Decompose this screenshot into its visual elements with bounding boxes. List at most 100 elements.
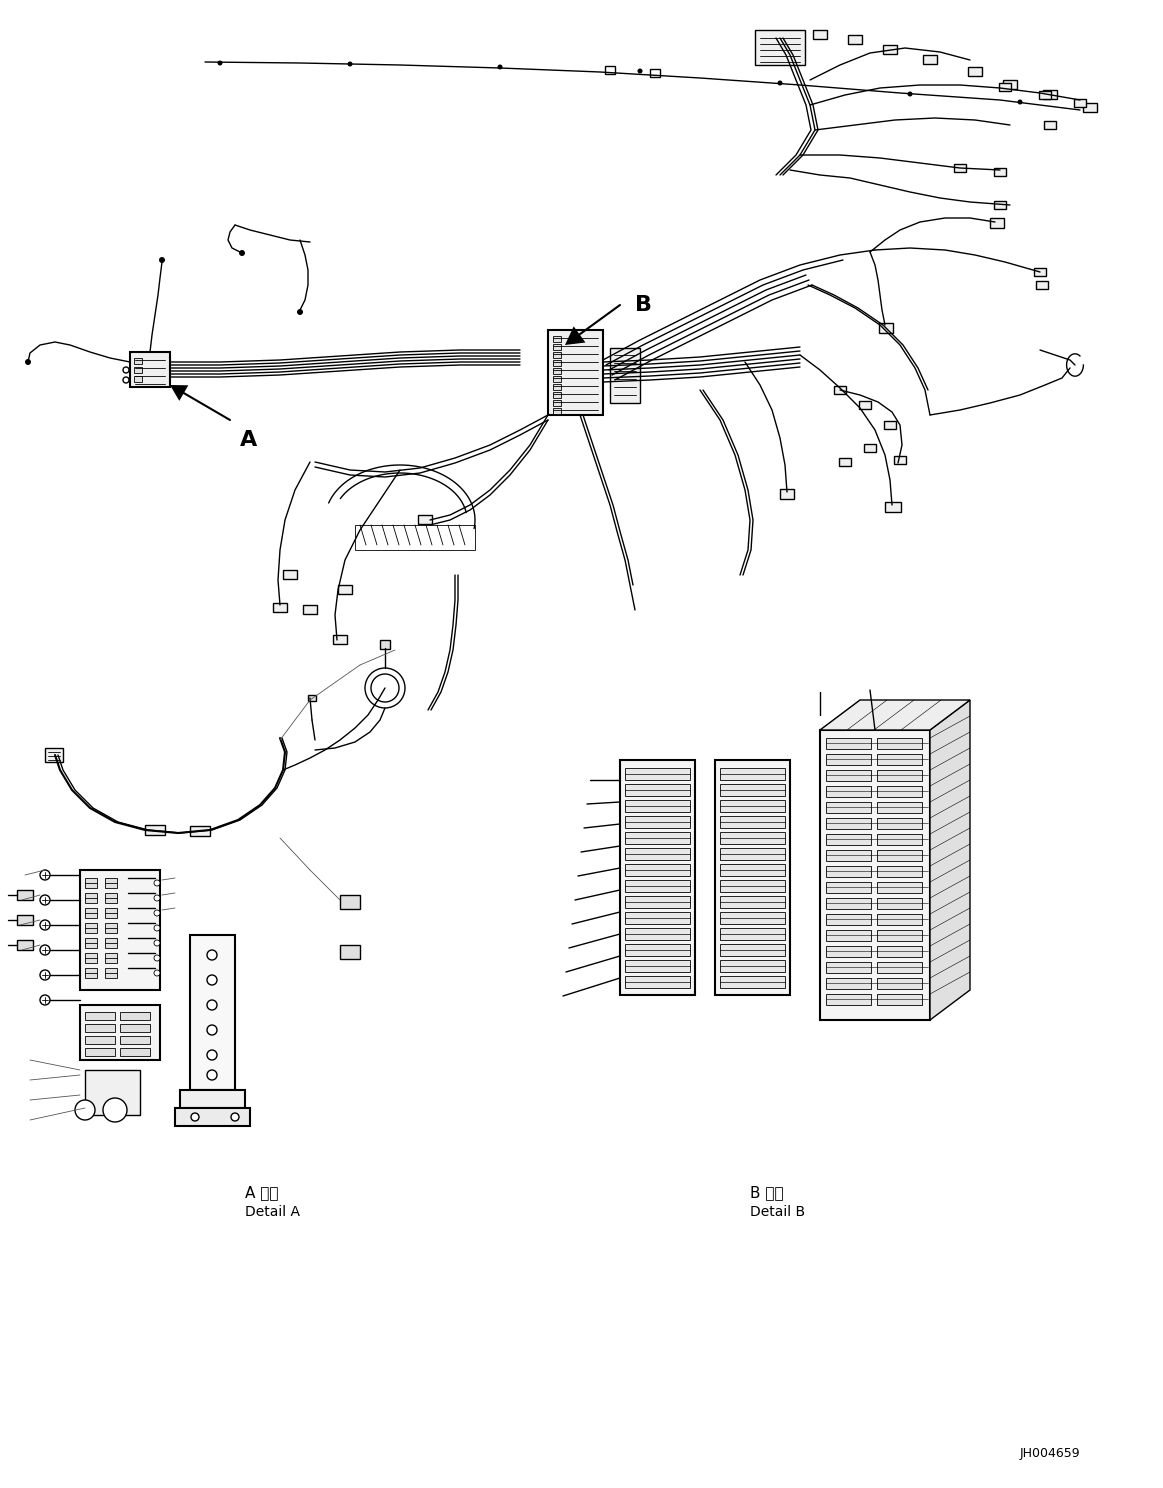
Bar bbox=[625, 960, 690, 972]
Bar bbox=[17, 890, 33, 900]
Circle shape bbox=[154, 879, 160, 885]
Bar bbox=[130, 353, 170, 387]
Bar bbox=[877, 994, 922, 1004]
Bar bbox=[145, 824, 165, 835]
Circle shape bbox=[498, 64, 502, 70]
Bar bbox=[1039, 91, 1051, 100]
Circle shape bbox=[159, 257, 165, 263]
Bar bbox=[611, 348, 640, 403]
Bar bbox=[85, 923, 97, 933]
Bar bbox=[720, 848, 785, 860]
Bar bbox=[105, 878, 117, 888]
Bar bbox=[333, 635, 347, 644]
Bar bbox=[105, 937, 117, 948]
Bar bbox=[923, 55, 937, 64]
Bar bbox=[994, 168, 1006, 176]
Bar bbox=[999, 83, 1011, 91]
Bar bbox=[308, 695, 316, 701]
Bar bbox=[877, 786, 922, 798]
Circle shape bbox=[154, 940, 160, 946]
Bar bbox=[720, 896, 785, 908]
Bar bbox=[826, 866, 871, 876]
Bar bbox=[954, 164, 966, 173]
Circle shape bbox=[207, 975, 217, 985]
Bar bbox=[552, 368, 561, 373]
Circle shape bbox=[123, 376, 129, 382]
Bar bbox=[826, 754, 871, 765]
Bar bbox=[720, 768, 785, 780]
Bar bbox=[650, 68, 659, 77]
Bar bbox=[826, 930, 871, 940]
Circle shape bbox=[40, 970, 50, 981]
Bar bbox=[120, 1024, 150, 1033]
Bar bbox=[625, 848, 690, 860]
Circle shape bbox=[207, 949, 217, 960]
Bar bbox=[879, 323, 893, 333]
Bar bbox=[715, 760, 790, 995]
Circle shape bbox=[231, 1113, 240, 1120]
Bar bbox=[625, 976, 690, 988]
Bar bbox=[994, 201, 1006, 208]
Bar bbox=[134, 368, 142, 373]
Circle shape bbox=[154, 926, 160, 931]
Bar bbox=[80, 870, 160, 990]
Bar bbox=[877, 946, 922, 957]
Circle shape bbox=[217, 61, 222, 65]
Bar bbox=[625, 815, 690, 827]
Bar bbox=[340, 945, 361, 958]
Bar bbox=[552, 360, 561, 366]
Bar bbox=[826, 833, 871, 845]
Circle shape bbox=[123, 368, 129, 373]
Bar bbox=[85, 1024, 115, 1033]
Text: JH004659: JH004659 bbox=[1020, 1446, 1080, 1460]
Bar bbox=[340, 894, 361, 909]
Bar bbox=[883, 45, 897, 54]
Bar bbox=[548, 330, 602, 415]
Bar bbox=[105, 969, 117, 978]
Circle shape bbox=[191, 1113, 199, 1120]
Bar bbox=[338, 585, 352, 594]
Circle shape bbox=[240, 250, 245, 256]
Bar bbox=[85, 969, 97, 978]
Bar bbox=[418, 515, 431, 524]
Bar bbox=[877, 802, 922, 812]
Bar bbox=[990, 219, 1004, 228]
Bar bbox=[625, 929, 690, 940]
Bar bbox=[1073, 100, 1086, 107]
Bar bbox=[877, 963, 922, 973]
Bar bbox=[826, 897, 871, 909]
Bar bbox=[834, 385, 846, 394]
Polygon shape bbox=[930, 699, 970, 1019]
Circle shape bbox=[154, 911, 160, 917]
Bar bbox=[877, 850, 922, 862]
Bar bbox=[134, 376, 142, 382]
Bar bbox=[755, 30, 805, 65]
Bar bbox=[625, 865, 690, 876]
Bar bbox=[826, 802, 871, 812]
Bar bbox=[625, 879, 690, 891]
Bar bbox=[720, 784, 785, 796]
Bar bbox=[625, 768, 690, 780]
Polygon shape bbox=[565, 326, 585, 345]
Bar bbox=[380, 640, 390, 649]
Bar bbox=[85, 878, 97, 888]
Bar bbox=[877, 738, 922, 748]
Bar bbox=[1036, 281, 1048, 289]
Bar bbox=[355, 525, 475, 551]
Circle shape bbox=[365, 668, 405, 708]
Bar bbox=[720, 832, 785, 844]
Bar bbox=[85, 893, 97, 903]
Bar bbox=[826, 818, 871, 829]
Bar bbox=[1043, 89, 1057, 100]
Bar bbox=[85, 908, 97, 918]
Bar bbox=[826, 882, 871, 893]
Bar bbox=[105, 923, 117, 933]
Bar bbox=[720, 865, 785, 876]
Circle shape bbox=[40, 945, 50, 955]
Bar bbox=[120, 1036, 150, 1045]
Bar bbox=[45, 748, 63, 762]
Bar bbox=[625, 801, 690, 812]
Bar bbox=[720, 801, 785, 812]
Bar bbox=[17, 940, 33, 949]
Bar bbox=[552, 408, 561, 414]
